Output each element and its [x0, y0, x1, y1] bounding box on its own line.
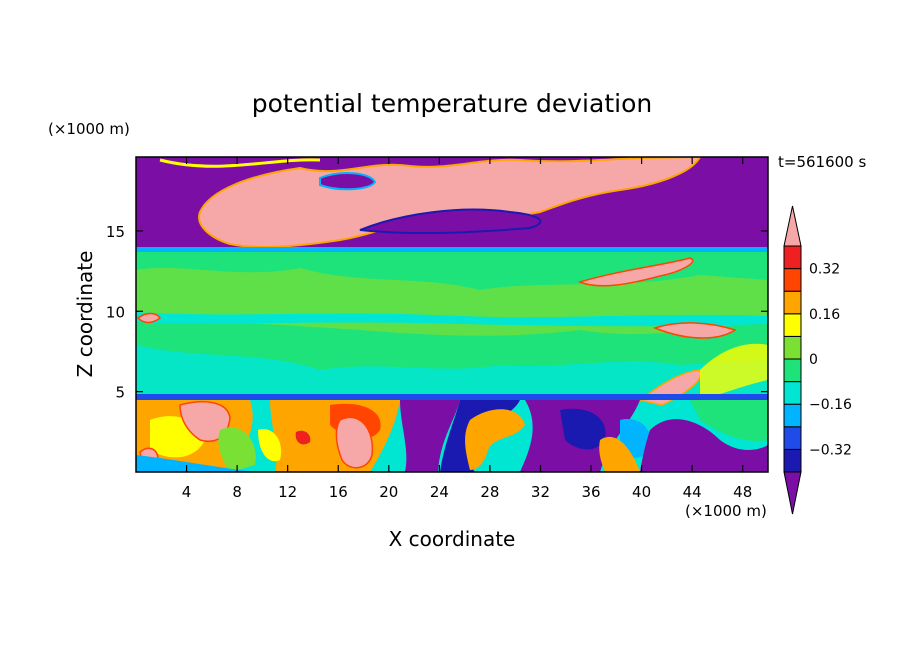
colorbar-under-triangle [783, 471, 802, 515]
y-axis: 5 10 15 [106, 223, 768, 402]
contour-upper-stream [159, 158, 321, 168]
colorbar-over-triangle [783, 205, 802, 247]
x-tick-label: 12 [278, 483, 297, 501]
chart-title: potential temperature deviation [252, 89, 652, 118]
contour-bl-pink-mid [335, 416, 374, 469]
colorbar-box [783, 335, 802, 360]
colorbar-box [783, 245, 802, 270]
colorbar-box [783, 290, 802, 315]
x-tick-label: 24 [430, 483, 449, 501]
colorbar-box [783, 426, 802, 450]
colorbar-label: −0.32 [809, 442, 852, 458]
plot-frame [135, 156, 769, 473]
contour-bl-blue-right [560, 408, 606, 450]
colorbar-label: 0.32 [809, 262, 840, 278]
x-axis: 4 8 12 16 20 24 28 32 36 40 44 48 [182, 157, 752, 501]
x-tick-label: 8 [232, 483, 242, 501]
contour-bl-blue-mid [440, 400, 520, 472]
colorbar-box [783, 268, 802, 292]
y-tick-label: 5 [115, 384, 125, 402]
contour-tropopause-band [136, 247, 768, 252]
x-tick-label: 16 [329, 483, 348, 501]
contour-bl-cyan-fringe [136, 455, 260, 472]
contour-mid-left-pink [136, 312, 162, 324]
contour-mid-cyan-lower [136, 345, 768, 398]
colorbar-box [783, 403, 802, 428]
y-tick-label: 10 [106, 303, 125, 321]
x-tick-label: 4 [182, 483, 192, 501]
contour-bl-green-far [690, 400, 768, 441]
x-tick-label: 20 [379, 483, 398, 501]
colorbar-box [783, 313, 802, 337]
contour-bl-cyan-right [620, 419, 651, 458]
colorbar-label: 0.16 [809, 307, 840, 323]
x-tick-label: 44 [683, 483, 702, 501]
contour-mid-pink-streaks [577, 257, 694, 287]
x-tick-label: 32 [531, 483, 550, 501]
x-tick-label: 28 [480, 483, 499, 501]
y-axis-unit: (×1000 m) [48, 120, 130, 138]
contour-mid-yellow-right [700, 343, 768, 400]
time-label: t=561600 s [778, 153, 866, 171]
contour-bl-red-dot [295, 430, 311, 445]
colorbar-label: 0 [809, 352, 818, 368]
contour-upper-purple-tongue [359, 208, 542, 235]
x-tick-label: 48 [733, 483, 752, 501]
x-axis-label: X coordinate [389, 527, 516, 551]
colorbar-box [783, 448, 802, 473]
contour-bl-green-left [218, 427, 256, 472]
contour-bl-purple-far [640, 419, 768, 472]
x-tick-label: 36 [581, 483, 600, 501]
x-axis-unit: (×1000 m) [685, 502, 767, 520]
contour-bl-orange-right [599, 436, 640, 472]
y-axis-label: Z coordinate [73, 251, 97, 378]
colorbar-box [783, 358, 802, 383]
contour-upper-purple-hole [319, 172, 377, 191]
y-tick-label: 15 [106, 223, 125, 241]
colorbar-box [783, 381, 802, 405]
contour-bl-purple-mid [400, 400, 460, 472]
x-tick-label: 40 [632, 483, 651, 501]
contour-bl-blue-band [136, 394, 768, 400]
contour-mid-pink-right [652, 322, 737, 339]
contour-bl-yellow-mid [258, 429, 282, 462]
contour-field [136, 157, 768, 472]
colorbar: 0.32 0.16 0 −0.16 −0.32 [783, 205, 852, 515]
colorbar-label: −0.16 [809, 397, 852, 413]
contour-bl-orange-swirl [465, 409, 525, 470]
contour-mid-cyan-stripe [136, 312, 768, 327]
